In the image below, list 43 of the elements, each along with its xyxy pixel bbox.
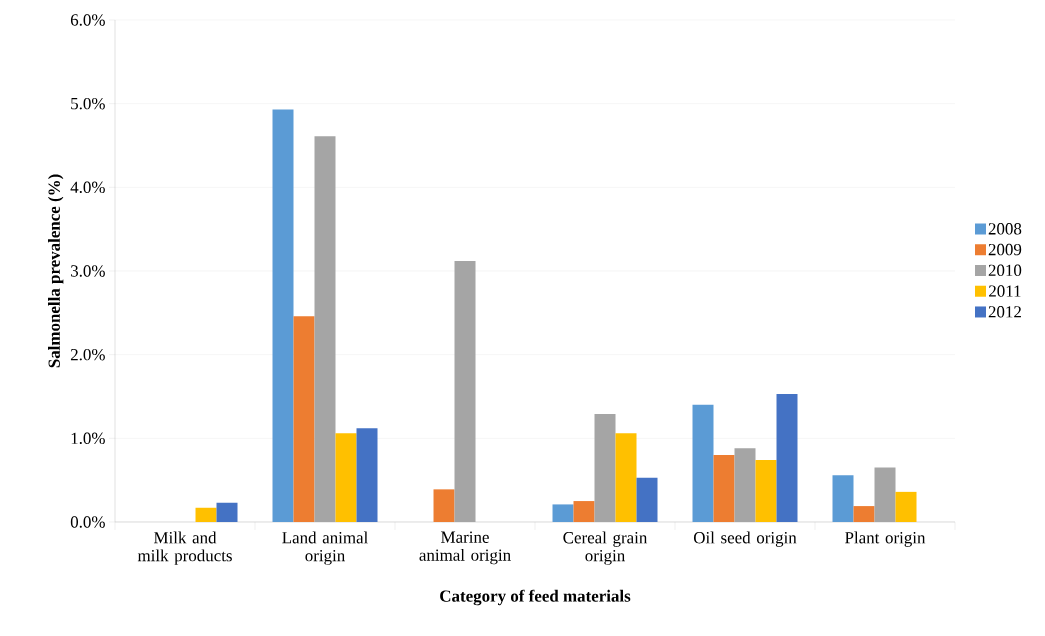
bar <box>433 489 455 522</box>
bar <box>692 404 714 522</box>
bar <box>713 455 735 522</box>
x-tick-label: Marine animal origin <box>419 531 511 565</box>
bar <box>216 502 238 522</box>
x-axis-title: Category of feed materials <box>440 589 631 606</box>
x-tick-label: Milk and milk products <box>137 531 232 565</box>
bar <box>853 506 875 522</box>
legend-label: 2009 <box>988 243 1022 256</box>
bar <box>573 501 595 522</box>
bar <box>195 507 217 522</box>
y-tick-label: 4.0% <box>70 181 105 194</box>
y-tick-label: 5.0% <box>71 97 105 110</box>
bar <box>615 433 637 522</box>
bar <box>895 491 917 522</box>
legend-label: 2012 <box>988 306 1021 318</box>
bar <box>335 433 357 522</box>
bar <box>272 109 294 522</box>
bar <box>594 414 616 522</box>
bar <box>832 475 854 522</box>
y-tick-label: 2.0% <box>70 348 105 361</box>
legend-label: 2008 <box>988 223 1022 235</box>
bar <box>454 260 476 522</box>
y-tick-label: 3.0% <box>71 265 105 277</box>
x-tick-label: Land animal origin <box>282 531 368 565</box>
x-tick-label: Plant origin <box>845 531 926 547</box>
bar <box>314 136 336 522</box>
bar <box>734 448 756 522</box>
y-axis-title: Salmonella prevalence (%) <box>48 174 64 368</box>
y-tick-label: 6.0% <box>70 14 105 26</box>
y-tick-label: 0.0% <box>70 516 105 528</box>
legend-label: 2010 <box>988 264 1022 277</box>
y-tick-label: 1.0% <box>71 432 105 445</box>
bar <box>874 467 896 522</box>
bar <box>552 504 574 522</box>
bar <box>636 477 658 522</box>
bar <box>755 460 777 522</box>
bar <box>293 316 315 522</box>
bar <box>356 428 378 522</box>
x-tick-label: Oil seed origin <box>693 531 797 547</box>
x-tick-label: Cereal grain origin <box>563 531 648 565</box>
legend-label: 2011 <box>989 285 1021 297</box>
bar <box>776 393 798 522</box>
